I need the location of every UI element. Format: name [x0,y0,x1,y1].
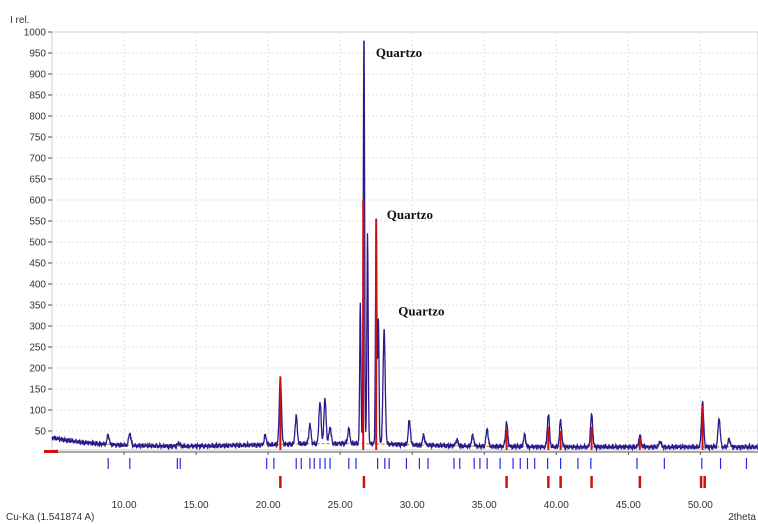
y-axis-label: I rel. [10,15,29,26]
plot-frame [51,31,758,451]
x-tick-label: 40.00 [544,500,569,511]
observed-pattern-line [51,40,758,453]
y-tick-label: 400 [29,280,46,291]
y-tick-label: 500 [29,238,46,249]
y-tick-label: 900 [29,70,46,81]
y-tick-label: 650 [29,175,46,186]
y-tick-label: 550 [29,217,46,228]
y-tick-label: 300 [29,322,46,333]
y-tick-label: 950 [29,49,46,60]
y-tick-label: 200 [29,364,46,375]
x-tick-label: 45.00 [616,500,641,511]
y-tick-label: 450 [29,259,46,270]
zero-marker [44,450,58,453]
x-tick-label: 30.00 [400,500,425,511]
y-tick-label: 150 [29,385,46,396]
x-tick-label: 20.00 [256,500,281,511]
y-tick-label: 700 [29,154,46,165]
y-tick-label: 350 [29,301,46,312]
peak-annotation: Quartzo [376,45,422,60]
y-tick-label: 750 [29,133,46,144]
y-axis: 50 100 150 200 250 300 350 400 450 500 550 600 650 70… [24,28,52,438]
y-tick-label: 600 [29,196,46,207]
x-axis: 10.00 15.00 20.00 25.00 30.00 35.00 40.00 45.00… [112,452,713,511]
y-tick-label: 1000 [24,28,47,39]
phase-markers [107,458,748,469]
grid-lines [52,31,758,452]
x-tick-label: 15.00 [184,500,209,511]
y-tick-label: 250 [29,343,46,354]
x-tick-label: 10.00 [112,500,137,511]
wavelength-label: Cu-Ka (1.541874 A) [6,512,94,523]
x-axis-label: 2theta [728,512,756,523]
reference-markers [279,476,706,488]
peak-annotation: Quartzo [387,207,433,222]
x-tick-label: 25.00 [328,500,353,511]
y-tick-label: 800 [29,112,46,123]
annotations: Quartzo Quartzo Quartzo [376,45,445,318]
y-tick-label: 100 [29,406,46,417]
reference-pattern-sticks [279,200,704,450]
y-tick-label: 50 [35,427,47,438]
x-tick-label: 35.00 [472,500,497,511]
y-tick-label: 850 [29,91,46,102]
x-tick-label: 50.00 [688,500,713,511]
peak-annotation: Quartzo [398,304,444,319]
